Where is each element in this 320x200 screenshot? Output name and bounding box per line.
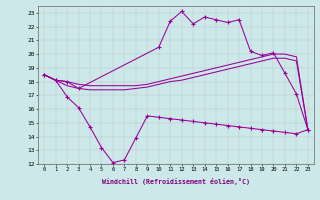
X-axis label: Windchill (Refroidissement éolien,°C): Windchill (Refroidissement éolien,°C) (102, 178, 250, 185)
